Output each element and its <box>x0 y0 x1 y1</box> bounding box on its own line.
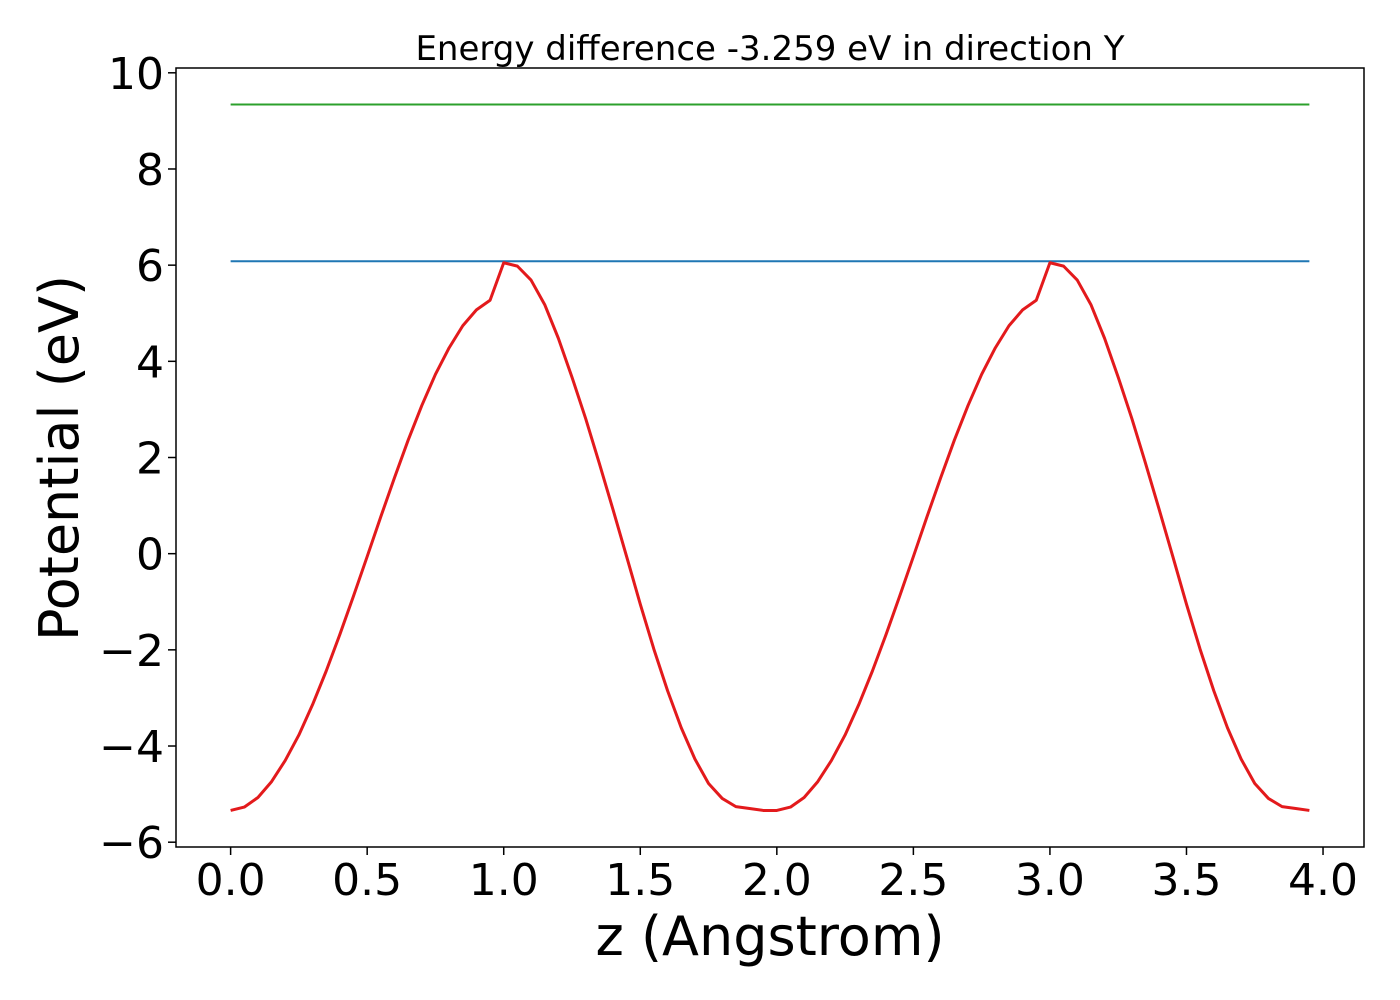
x-tick-label: 4.0 <box>1288 855 1358 906</box>
plot-frame <box>175 67 1365 848</box>
y-tick-label: 2 <box>136 434 164 485</box>
y-tick-label: 10 <box>108 49 164 100</box>
y-axis-label: Potential (eV) <box>28 275 91 641</box>
x-tick-label: 1.0 <box>469 855 539 906</box>
x-tick-label: 2.0 <box>742 855 812 906</box>
y-tick-label: 0 <box>136 530 164 581</box>
x-tick-label: 0.0 <box>196 855 266 906</box>
y-tick-label: 4 <box>136 337 164 388</box>
x-tick-label: 0.5 <box>332 855 402 906</box>
y-tick-label: −2 <box>99 626 164 677</box>
x-tick-label: 3.5 <box>1151 855 1221 906</box>
series-curve-2 <box>230 261 1310 812</box>
x-tick-label: 3.0 <box>1015 855 1085 906</box>
y-tick-label: −4 <box>99 722 164 773</box>
x-axis-ticks: 0.0 0.5 1.0 1.5 2.0 2.5 3.0 3.5 4.0 <box>196 847 1358 906</box>
y-axis-ticks: −6 −4 −2 0 2 4 6 8 10 <box>99 49 176 869</box>
x-tick-label: 2.5 <box>878 855 948 906</box>
y-tick-label: 6 <box>136 241 164 292</box>
y-tick-label: −6 <box>99 818 164 869</box>
y-tick-label: 8 <box>136 145 164 196</box>
series-layer <box>230 103 1310 812</box>
x-tick-label: 1.5 <box>605 855 675 906</box>
chart-title: Energy difference -3.259 eV in direction… <box>415 29 1124 69</box>
x-axis-label: z (Angstrom) <box>595 905 944 968</box>
